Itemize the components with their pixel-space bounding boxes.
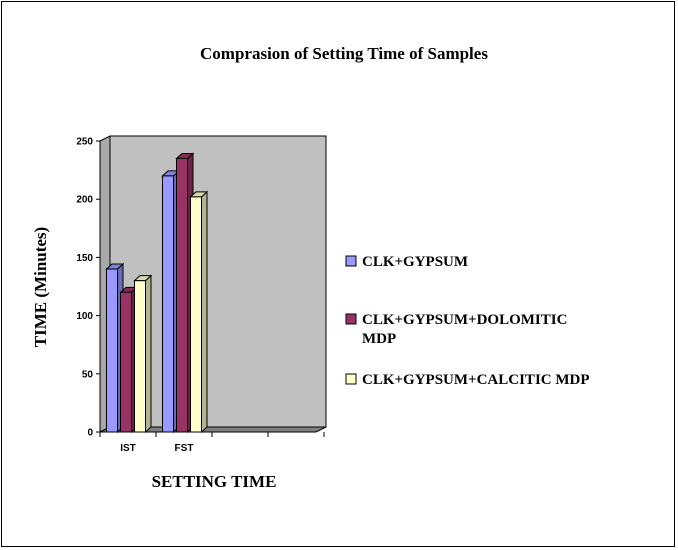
legend-label: CLK+GYPSUM+CALCITIC MDP [362, 372, 590, 388]
legend-label: CLK+GYPSUM [362, 254, 468, 270]
legend-swatch [345, 255, 357, 267]
x-tick-label: FST [175, 443, 194, 454]
y-tick-label: 100 [76, 311, 93, 322]
bar-front [120, 291, 132, 433]
y-tick-label: 250 [76, 137, 93, 148]
y-axis-title: TIME (Minutes) [31, 227, 50, 347]
y-tick-label: 0 [87, 428, 93, 439]
x-axis-title: SETTING TIME [152, 472, 277, 491]
legend-swatch [345, 313, 357, 325]
bar-front [162, 175, 174, 433]
bar-side [145, 274, 152, 434]
legend-swatch [345, 373, 357, 385]
legend-item: CLK+GYPSUM+DOLOMITIC MDP [345, 312, 567, 347]
bar [133, 274, 153, 434]
bar-front [176, 157, 188, 433]
y-tick-label: 200 [76, 195, 93, 206]
y-tick-label: 150 [76, 253, 93, 264]
legend-item: CLK+GYPSUM+CALCITIC MDP [345, 372, 590, 388]
x-tick-label: IST [120, 443, 136, 454]
bar-front [134, 280, 146, 433]
plot-area: 0 50 100 150 200 250 IST FST [76, 135, 327, 454]
legend-item: CLK+GYPSUM [345, 254, 468, 270]
bar-front [190, 196, 202, 433]
bar [189, 190, 209, 434]
legend: CLK+GYPSUM CLK+GYPSUM+DOLOMITIC MDP CLK+GYP… [345, 254, 590, 388]
chart-title: Comprasion of Setting Time of Samples [200, 44, 488, 63]
bar-front [106, 268, 118, 433]
bar-side [201, 190, 208, 434]
y-tick-label: 50 [82, 369, 94, 380]
legend-label: CLK+GYPSUM+DOLOMITIC MDP [362, 312, 567, 347]
